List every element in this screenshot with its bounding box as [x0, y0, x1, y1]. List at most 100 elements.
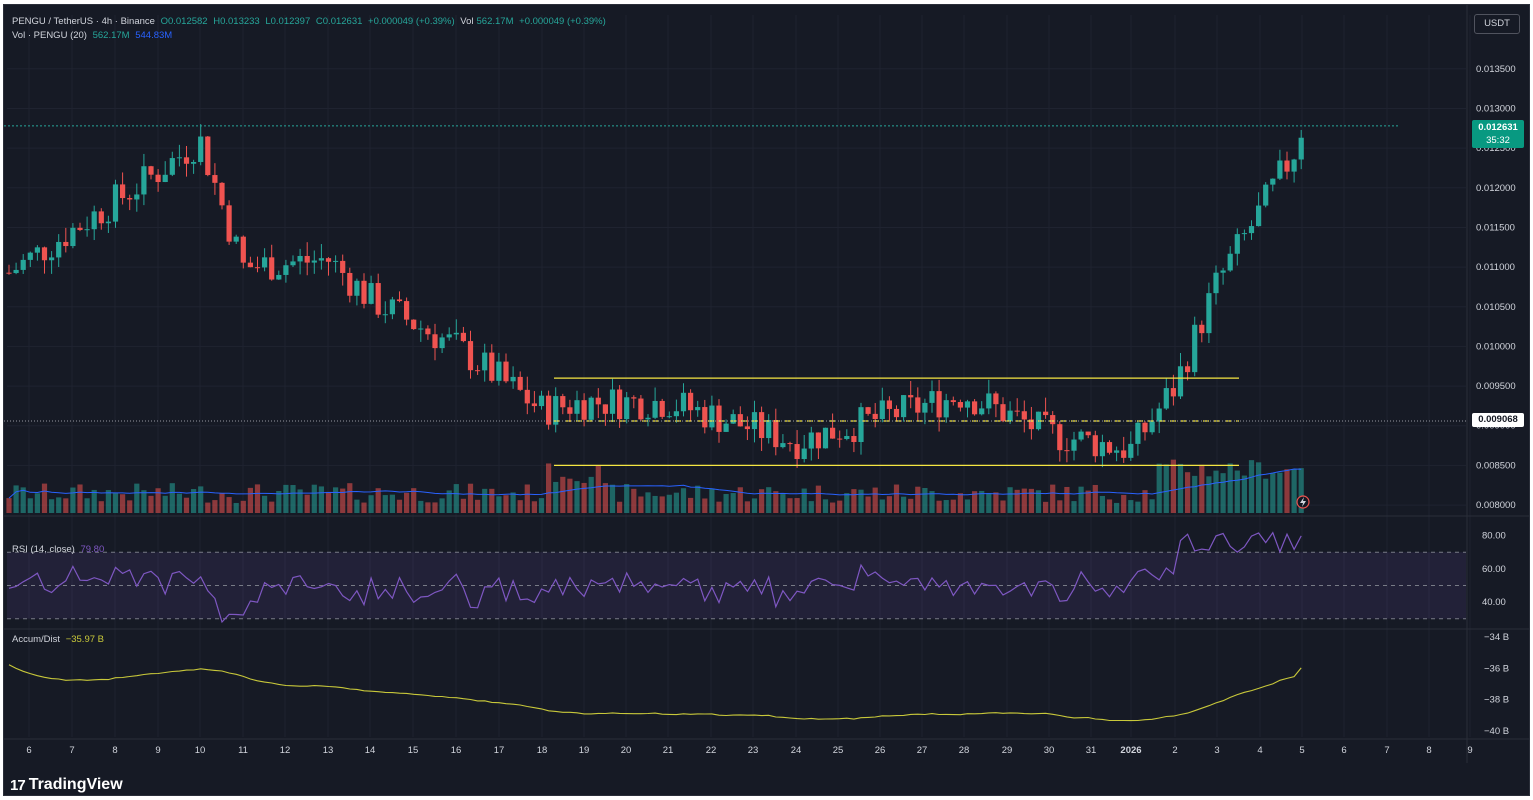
candle-body	[489, 352, 495, 381]
volume-bar	[531, 501, 537, 513]
volume-bar	[908, 498, 914, 513]
candle-body	[1192, 324, 1198, 373]
bar-countdown: 35:32	[1486, 135, 1510, 146]
candle-body	[567, 407, 573, 414]
volume-bar	[361, 502, 367, 513]
bar-replay-icon	[1296, 495, 1310, 509]
volume-bar	[411, 488, 417, 513]
time-tick-label: 29	[1002, 745, 1013, 756]
vol-change: +0.000049 (+0.39%)	[519, 16, 606, 27]
volume-bar	[964, 499, 971, 513]
candle-body	[169, 158, 175, 175]
time-tick-label: 16	[451, 745, 462, 756]
volume-legend[interactable]: Vol · PENGU (20) 562.17M 544.83M	[12, 30, 175, 41]
volume-bar	[333, 487, 339, 513]
volume-bar	[404, 492, 410, 513]
volume-bar	[389, 494, 395, 513]
candle-body	[837, 438, 843, 440]
candle-body	[254, 267, 261, 269]
volume-bar	[652, 495, 658, 513]
volume-bar	[808, 501, 814, 513]
candle-body	[1177, 366, 1184, 397]
candle-body	[396, 299, 403, 302]
candle-body	[105, 221, 111, 224]
candle-body	[84, 229, 90, 231]
candle-body	[1078, 431, 1084, 440]
volume-bar	[957, 493, 963, 513]
candle-body	[1128, 443, 1134, 458]
volume-bar	[1135, 501, 1141, 513]
volume-bar	[340, 488, 346, 513]
volume-bar	[1028, 488, 1034, 513]
price-tick-label: 0.008500	[1476, 460, 1516, 471]
candle-body	[510, 376, 516, 382]
candle-body	[1248, 226, 1255, 234]
volume-bar	[1291, 469, 1297, 513]
price-tick-label: 0.010500	[1476, 302, 1516, 313]
rsi-legend[interactable]: RSI (14, close) 79.80	[12, 544, 107, 555]
candle-body	[1298, 137, 1304, 160]
volume-bar	[1206, 476, 1212, 513]
candle-body	[723, 423, 729, 432]
volume-bar	[659, 496, 665, 513]
time-tick-label: 11	[238, 745, 248, 756]
price-tick-label: 0.011500	[1476, 222, 1515, 233]
candle-body	[127, 198, 133, 200]
candle-body	[162, 174, 168, 183]
candle-body	[695, 407, 701, 411]
volume-bar	[325, 491, 332, 513]
time-tick-label: 7	[69, 745, 74, 756]
brand-name: TradingView	[28, 776, 123, 793]
volume-bar	[396, 499, 403, 513]
volume-bar	[624, 484, 630, 513]
volume-bar	[1085, 490, 1091, 513]
volume-bar	[425, 502, 431, 513]
main-legend: PENGU / TetherUS · 4h · Binance O0.01258…	[12, 16, 609, 27]
volume-bar	[581, 482, 587, 513]
candle-body	[1220, 270, 1226, 273]
volume-bar	[595, 465, 601, 513]
candle-body	[943, 400, 949, 418]
time-tick-label: 31	[1086, 745, 1097, 756]
candle-body	[1263, 184, 1269, 206]
volume-bar	[617, 501, 623, 513]
volume-bar	[986, 492, 992, 513]
volume-legend-value: 562.17M	[92, 30, 130, 41]
volume-bar	[794, 498, 800, 513]
ad-tick-label: −34 B	[1484, 632, 1509, 643]
volume-bar	[865, 496, 871, 513]
volume-bar	[787, 498, 793, 513]
candle-body	[1014, 410, 1020, 412]
volume-bar	[851, 489, 857, 513]
candle-body	[581, 400, 587, 420]
candle-body	[276, 274, 282, 280]
candle-body	[1085, 431, 1091, 436]
candle-body	[617, 389, 623, 420]
candle-body	[652, 400, 658, 418]
icon-bolt	[1300, 497, 1306, 507]
volume-bar	[972, 491, 978, 513]
volume-bar	[1007, 487, 1013, 513]
volume-bar	[240, 500, 246, 513]
volume-bar	[91, 489, 97, 513]
time-axis: 6 7 8 9 10 11 12 13 14 15 16 17 18 19 20 21 22 23 24 25 26 27…	[26, 745, 1472, 756]
candle-body	[112, 184, 119, 222]
candle-body	[815, 432, 821, 449]
volume-bar	[496, 496, 502, 513]
pair-label[interactable]: PENGU / TetherUS · 4h · Binance	[12, 16, 155, 27]
volume-bar	[1057, 500, 1063, 513]
candle-body	[893, 408, 900, 418]
ad-tick-label: −38 B	[1484, 695, 1509, 706]
ad-legend[interactable]: Accum/Dist −35.97 B	[12, 634, 107, 645]
candle-body	[730, 414, 736, 424]
tradingview-brand[interactable]: 17 TradingView	[10, 775, 123, 795]
volume-bar	[915, 486, 921, 513]
candle-body	[283, 265, 289, 275]
time-tick-label: 2	[1172, 745, 1177, 756]
chart-canvas[interactable]: 0.013500 0.013000 0.012500 0.012000 0.011500…	[4, 5, 1530, 796]
candle-body	[1291, 159, 1297, 172]
volume-bar	[730, 493, 736, 513]
volume-bar	[979, 490, 985, 513]
currency-button[interactable]: USDT	[1474, 14, 1520, 34]
time-tick-label: 28	[959, 745, 970, 756]
